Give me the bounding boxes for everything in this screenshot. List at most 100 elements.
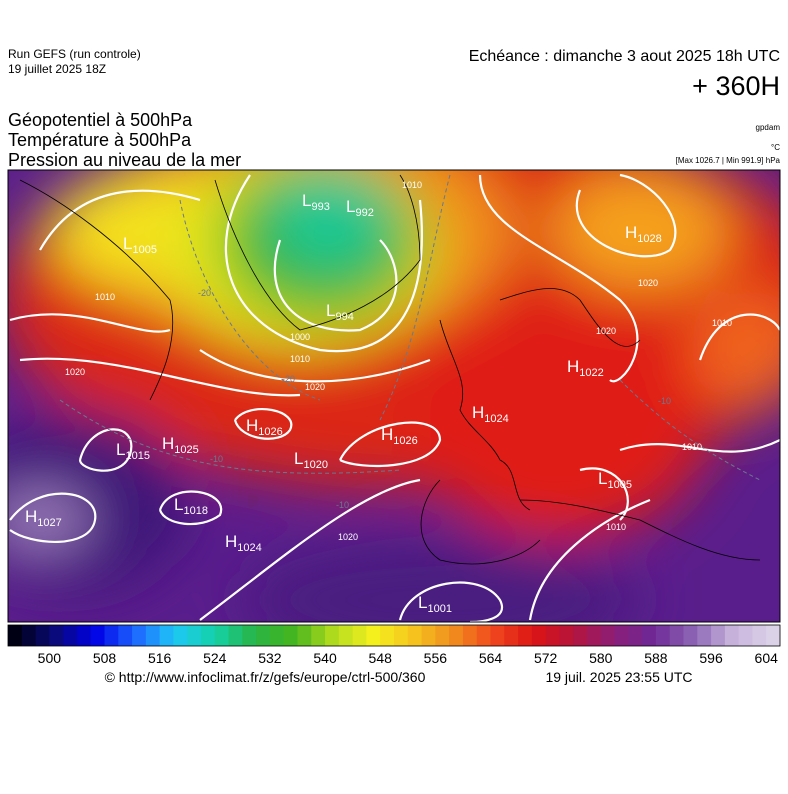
colorbar-cell bbox=[256, 625, 271, 646]
colorbar-tick-label: 532 bbox=[258, 650, 282, 666]
colorbar-cell bbox=[518, 625, 533, 646]
isotherm-label: -10 bbox=[210, 454, 223, 464]
pressure-system: H1024 bbox=[225, 532, 262, 554]
colorbar-cell bbox=[573, 625, 588, 646]
pressure-system: L1018 bbox=[174, 495, 208, 517]
generated: 19 juil. 2025 23:55 UTC bbox=[545, 669, 692, 685]
colorbar-cell bbox=[35, 625, 50, 646]
colorbar-cell bbox=[297, 625, 312, 646]
isobar-label: 1010 bbox=[95, 292, 115, 302]
colorbar-cell bbox=[76, 625, 92, 646]
source: © http://www.infoclimat.fr/z/gefs/europe… bbox=[105, 669, 426, 685]
colorbar-cell bbox=[559, 625, 574, 646]
unit: gpdam bbox=[756, 123, 781, 132]
colorbar-cell bbox=[490, 625, 505, 646]
colorbar-frame bbox=[7, 624, 781, 647]
isotherm-label: -10 bbox=[658, 396, 671, 406]
colorbar: 500 508 516 524 532 540 548 556 564 572 580 588 596 6… bbox=[7, 624, 781, 666]
colorbar-cell bbox=[394, 625, 409, 646]
colorbar-cell bbox=[269, 625, 285, 646]
colorbar-cell bbox=[669, 625, 684, 646]
lead-time: + 360H bbox=[692, 71, 780, 101]
isobar-label: 1020 bbox=[638, 278, 658, 288]
colorbar-tick-label: 564 bbox=[479, 650, 503, 666]
colorbar-cell bbox=[352, 625, 367, 646]
unit: [Max 1026.7 | Min 991.9] hPa bbox=[676, 156, 781, 165]
isobar-label: 1020 bbox=[305, 382, 325, 392]
isotherm-label: -20 bbox=[198, 288, 211, 298]
pressure-system: L1005 bbox=[123, 234, 157, 256]
colorbar-cell bbox=[724, 625, 740, 646]
run: Run GEFS (run controle) bbox=[8, 47, 141, 61]
colorbar-cell bbox=[90, 625, 105, 646]
colorbar-cell bbox=[504, 625, 519, 646]
colorbar-cell bbox=[63, 625, 78, 646]
colorbar-cell bbox=[545, 625, 560, 646]
colorbar-cell bbox=[407, 625, 423, 646]
run-date: 19 juillet 2025 18Z bbox=[8, 62, 106, 76]
colorbar-cell bbox=[366, 625, 381, 646]
colorbar-cell bbox=[531, 625, 547, 646]
colorbar-cell bbox=[201, 625, 216, 646]
pressure-system: H1027 bbox=[25, 507, 62, 529]
pressure-system: L1005 bbox=[598, 469, 632, 491]
colorbar-tick-label: 604 bbox=[755, 650, 779, 666]
colorbar-cell bbox=[642, 625, 657, 646]
colorbar-cell bbox=[132, 625, 147, 646]
colorbar-cell bbox=[145, 625, 161, 646]
isotherm-label: -10 bbox=[336, 500, 349, 510]
colorbar-tick-label: 572 bbox=[534, 650, 558, 666]
colorbar-tick-label: 508 bbox=[93, 650, 117, 666]
pressure-system: H1022 bbox=[567, 357, 604, 379]
colorbar-cell bbox=[338, 625, 354, 646]
pressure-system: H1025 bbox=[162, 434, 199, 456]
isobar-label: 1020 bbox=[596, 326, 616, 336]
colorbar-tick-label: 548 bbox=[369, 650, 393, 666]
pressure-system: H1028 bbox=[625, 223, 662, 245]
colorbar-cell bbox=[683, 625, 698, 646]
colorbar-tick-label: 596 bbox=[699, 650, 723, 666]
colorbar-cell bbox=[600, 625, 616, 646]
colorbar-cell bbox=[159, 625, 174, 646]
colorbar-tick-label: 524 bbox=[203, 650, 227, 666]
pressure-system: H1026 bbox=[381, 425, 418, 447]
colorbar-cell bbox=[435, 625, 450, 646]
isobar-label: 1010 bbox=[682, 442, 702, 452]
unit: °C bbox=[771, 143, 780, 152]
colorbar-cell bbox=[173, 625, 188, 646]
colorbar-cell bbox=[283, 625, 298, 646]
isotherm-label: -20 bbox=[282, 374, 295, 384]
pressure-system: L1001 bbox=[418, 593, 452, 615]
isobar-label: 1010 bbox=[290, 354, 310, 364]
pressure-system: H1026 bbox=[246, 416, 283, 438]
colorbar-cell bbox=[421, 625, 436, 646]
pressure-system: L994 bbox=[326, 301, 354, 323]
field: Pression au niveau de la mer bbox=[8, 150, 241, 170]
colorbar-cell bbox=[118, 625, 133, 646]
colorbar-tick-label: 516 bbox=[148, 650, 172, 666]
colorbar-cell bbox=[462, 625, 478, 646]
colorbar-tick-label: 540 bbox=[313, 650, 337, 666]
colorbar-cell bbox=[311, 625, 326, 646]
pressure-system: L992 bbox=[346, 197, 374, 219]
colorbar-cell bbox=[214, 625, 230, 646]
isobar-label: 1020 bbox=[338, 532, 358, 542]
pressure-system: L993 bbox=[302, 191, 330, 213]
colorbar-cell bbox=[187, 625, 202, 646]
colorbar-tick-label: 588 bbox=[644, 650, 668, 666]
isobar-label: 1020 bbox=[65, 367, 85, 377]
colorbar-tick-label: 556 bbox=[424, 650, 448, 666]
colorbar-cell bbox=[655, 625, 671, 646]
isobar-label: 1000 bbox=[290, 332, 310, 342]
pressure-system: H1024 bbox=[472, 403, 509, 425]
colorbar-cell bbox=[587, 625, 602, 646]
isobar-label: 1010 bbox=[402, 180, 422, 190]
echeance: Echéance : dimanche 3 aout 2025 18h UTC bbox=[469, 48, 780, 65]
colorbar-cell bbox=[697, 625, 712, 646]
colorbar-cell bbox=[21, 625, 37, 646]
colorbar-cell bbox=[49, 625, 64, 646]
colorbar-cell bbox=[711, 625, 726, 646]
pressure-system: L1015 bbox=[116, 440, 150, 462]
colorbar-cell bbox=[325, 625, 340, 646]
